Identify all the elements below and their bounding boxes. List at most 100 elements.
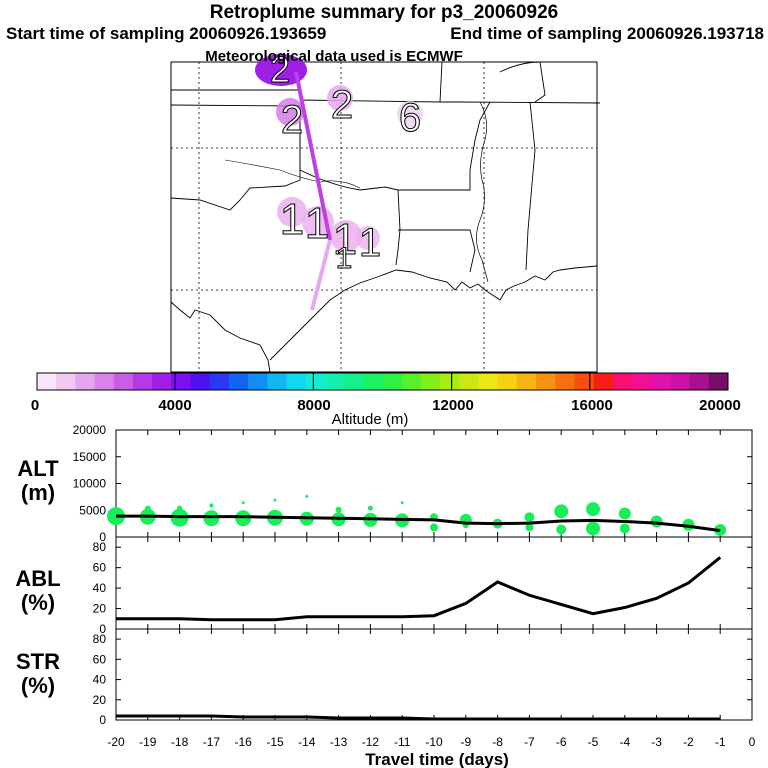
colorbar-swatch [209, 373, 230, 390]
x-tick-label: -18 [171, 735, 189, 749]
y-tick-label: 15000 [73, 450, 107, 464]
colorbar-swatch [171, 373, 192, 390]
x-tick-label: -19 [139, 735, 157, 749]
colorbar-swatch [75, 373, 96, 390]
alt-particle-point [556, 524, 567, 535]
str-series-line [116, 714, 721, 721]
colorbar [36, 372, 729, 391]
plume-track [294, 71, 332, 241]
map-panel: 2 2 2 6 1 1 1 1 1 [170, 49, 601, 373]
plume-number: 1 [280, 195, 304, 244]
plume-number: 1 [305, 199, 329, 248]
colorbar-swatch [497, 373, 518, 390]
colorbar-swatch [228, 373, 249, 390]
x-tick-label: -10 [425, 735, 443, 749]
colorbar-axis-label: Altitude (m) [332, 411, 409, 428]
colorbar-swatch [324, 373, 345, 390]
end-time-label: End time of sampling 20060926.193718 [450, 24, 764, 43]
x-tick-label: -8 [492, 735, 503, 749]
x-tick-label: -1 [715, 735, 726, 749]
y-tick-label: 80 [93, 540, 107, 554]
colorbar-swatch [190, 373, 211, 390]
abl-panel-unit: (%) [21, 590, 55, 615]
alt-particle-point [177, 505, 183, 511]
y-tick-label: 10000 [73, 477, 107, 491]
y-tick-label: 0 [99, 713, 106, 727]
x-tick-label: -11 [394, 735, 411, 749]
colorbar-swatch [689, 373, 710, 390]
alt-particle-point [525, 523, 534, 532]
x-tick-label: 0 [749, 735, 756, 749]
x-tick-label: -12 [362, 735, 380, 749]
chart-title: Retroplume summary for p3_20060926 [209, 2, 559, 23]
colorbar-tick-label: 8000 [297, 397, 330, 414]
alt-panel-unit: (m) [21, 480, 55, 505]
colorbar-tick-label: 4000 [158, 397, 191, 414]
colorbar-tick-label: 0 [31, 397, 39, 414]
colorbar-swatch [612, 373, 633, 390]
panel-2: 80 60 40 20 0 [93, 628, 753, 727]
colorbar-swatch [401, 373, 422, 390]
panel-frame [115, 628, 753, 721]
plume-number: 6 [399, 96, 421, 140]
x-tick-label: -20 [107, 735, 125, 749]
colorbar-swatch [267, 373, 288, 390]
colorbar-tick-label: 12000 [432, 397, 474, 414]
plume-number: 1 [336, 242, 353, 275]
y-tick-label: 20000 [73, 423, 107, 437]
state-border [299, 106, 401, 266]
coastline [170, 265, 598, 373]
alt-particle-point [619, 523, 630, 534]
colorbar-swatch [478, 373, 499, 390]
x-tick-label: -16 [235, 735, 253, 749]
x-tick-label: -2 [683, 735, 694, 749]
colorbar-swatch [670, 373, 691, 390]
colorbar-tick-label: 16000 [571, 397, 613, 414]
plume-cluster [255, 54, 307, 86]
state-border [398, 101, 491, 191]
x-tick-label: -9 [460, 735, 471, 749]
x-tick-label: -3 [651, 735, 662, 749]
plume-cluster [397, 101, 423, 127]
alt-particle-point [586, 521, 600, 536]
alt-particle-point [235, 510, 252, 527]
x-tick-label: -5 [588, 735, 599, 749]
colorbar-tick-label: 20000 [699, 397, 741, 414]
colorbar-swatch [363, 373, 383, 390]
x-tick-label: -6 [556, 735, 567, 749]
plume-number: 1 [359, 221, 381, 265]
alt-particle-point [524, 512, 535, 523]
colorbar-swatch [132, 373, 153, 390]
alt-particle-point [203, 510, 220, 527]
x-axis-title: Travel time (days) [365, 750, 509, 768]
y-tick-label: 0 [99, 622, 106, 636]
state-border [525, 101, 536, 271]
alt-particle-point [209, 503, 214, 508]
colorbar-ticks: 0 4000 8000 12000 16000 20000 [31, 397, 741, 414]
colorbar-swatch [94, 373, 115, 390]
colorbar-swatch [459, 373, 479, 390]
y-tick-label: 40 [93, 673, 107, 687]
plume-number: 2 [331, 83, 353, 127]
colorbar-swatch [536, 373, 556, 390]
time-series-panels: 20000150001000050000806040200806040200-2… [73, 423, 756, 749]
abl-series-line [116, 556, 722, 622]
plume-cluster [356, 226, 380, 250]
y-tick-label: 20 [93, 602, 107, 616]
state-border [440, 101, 601, 104]
colorbar-swatch [593, 373, 614, 390]
state-border [398, 229, 476, 273]
panel-0: 20000 15000 10000 5000 0 [73, 423, 753, 544]
colorbar-swatch [516, 373, 537, 390]
state-border [170, 106, 301, 211]
colorbar-swatch [651, 373, 671, 390]
colorbar-swatch [37, 373, 57, 390]
x-tick-label: -7 [524, 735, 535, 749]
x-tick-label: -17 [203, 735, 221, 749]
alt-particle-point [305, 494, 309, 498]
plume-track [310, 239, 332, 311]
x-axis-labels: -20 -19 -18 -17 -16 -15 -14 -13 -12 -11 -10 -9 -8 -7-… [107, 735, 755, 749]
plume-number: 1 [333, 215, 357, 264]
colorbar-swatch [440, 373, 460, 390]
